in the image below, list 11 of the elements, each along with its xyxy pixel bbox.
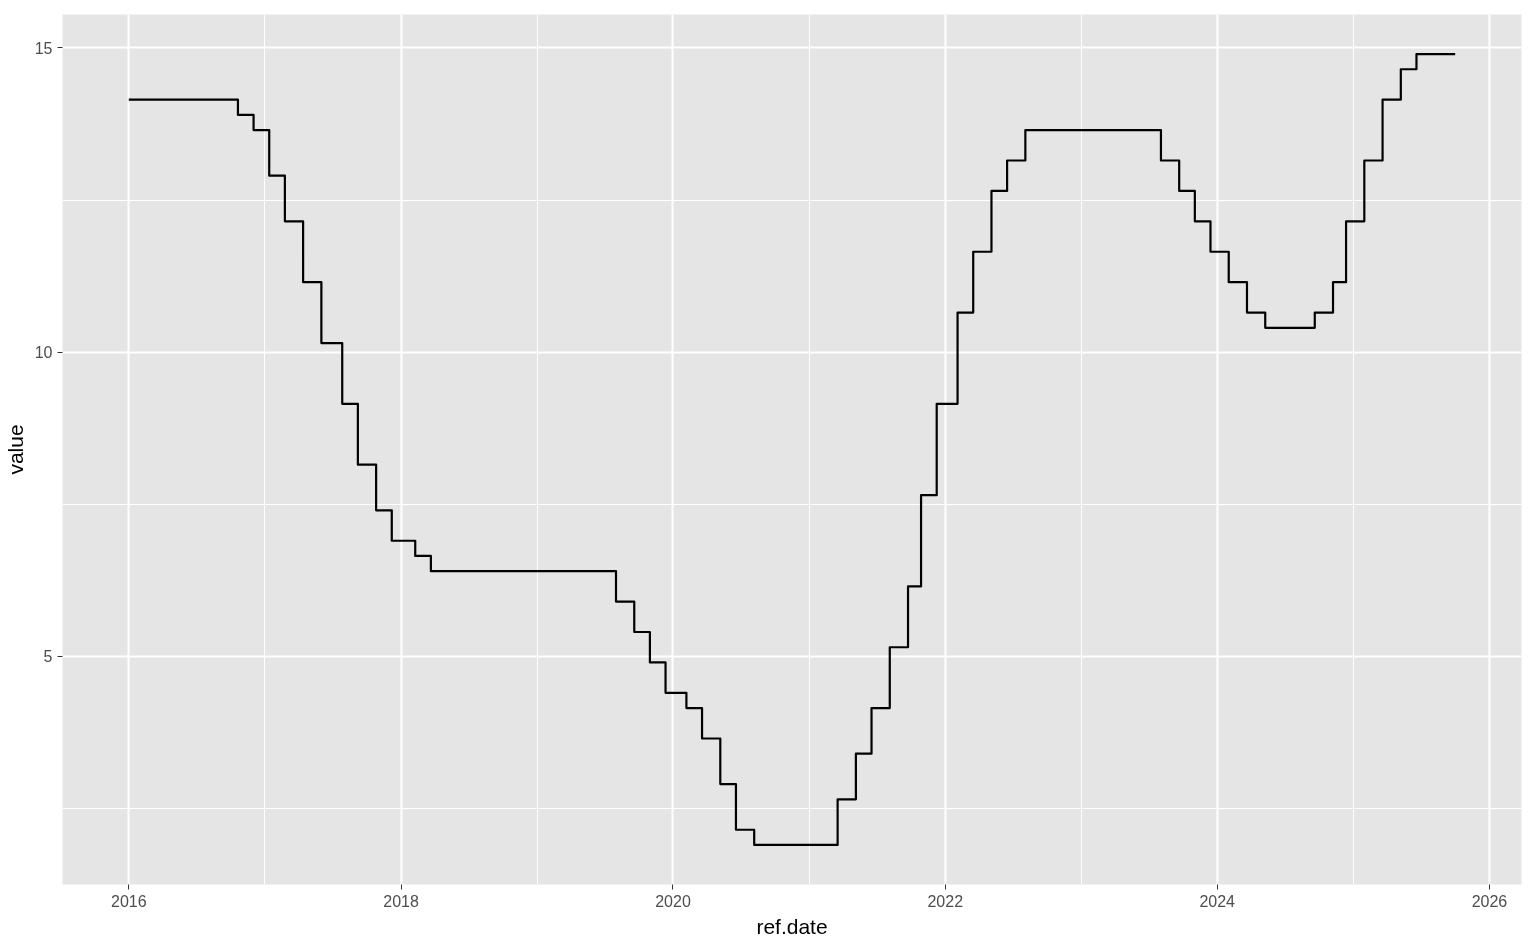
y-tick-label: 10	[34, 344, 53, 362]
x-tick-label: 2024	[1199, 892, 1236, 910]
x-tick-label: 2018	[383, 892, 419, 910]
y-tick-label: 5	[43, 648, 53, 666]
x-tick-label: 2022	[927, 892, 964, 910]
x-tick-label: 2026	[1471, 892, 1508, 910]
y-axis-title: value	[3, 424, 27, 475]
x-tick-label: 2020	[655, 892, 691, 910]
x-tick-label: 2016	[111, 892, 147, 910]
y-tick-label: 15	[34, 39, 53, 57]
x-axis-title: ref.date	[756, 914, 828, 938]
